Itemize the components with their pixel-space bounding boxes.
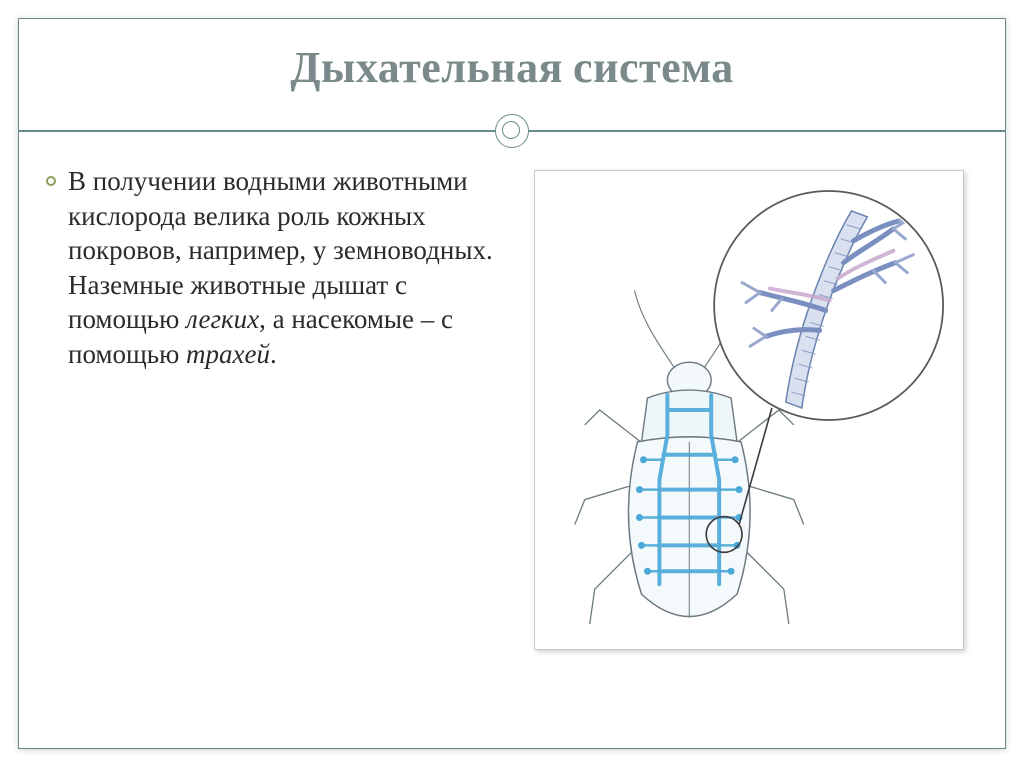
magnified-trachea	[714, 191, 943, 420]
text-em-trachea: трахей	[186, 339, 270, 369]
diagram-frame	[534, 170, 964, 650]
text-em-lungs: легких	[186, 304, 259, 334]
slide: Дыхательная система В получении водными …	[0, 0, 1024, 767]
respiratory-diagram	[535, 171, 963, 649]
bullet-marker	[46, 176, 56, 186]
text-post: .	[270, 339, 277, 369]
image-column	[524, 160, 978, 721]
divider-ornament-inner	[502, 121, 520, 139]
divider-ornament	[495, 114, 529, 148]
title-area: Дыхательная система	[0, 42, 1024, 93]
slide-title: Дыхательная система	[0, 42, 1024, 93]
bullet-item: В получении водными животными кислорода …	[46, 164, 500, 371]
body-text: В получении водными животными кислорода …	[68, 164, 500, 371]
text-column: В получении водными животными кислорода …	[46, 160, 500, 721]
content-row: В получении водными животными кислорода …	[46, 160, 978, 721]
